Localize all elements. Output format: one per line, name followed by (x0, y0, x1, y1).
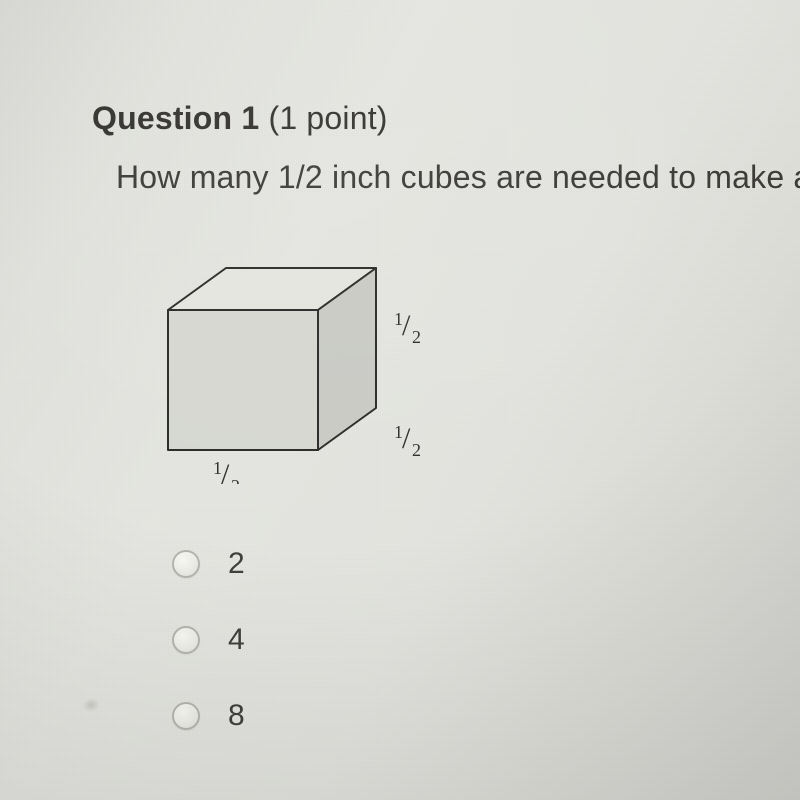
question-prompt: How many 1/2 inch cubes are needed to ma… (116, 159, 800, 196)
radio-button[interactable] (172, 550, 200, 578)
question-points: (1 point) (259, 100, 387, 136)
question-title: Question 1 (1 point) (92, 100, 800, 137)
answer-option[interactable]: 8 (172, 699, 800, 733)
answer-label: 4 (228, 623, 245, 657)
radio-button[interactable] (172, 702, 200, 730)
answer-option[interactable]: 4 (172, 623, 800, 657)
question-number: 1 (241, 100, 259, 136)
question-label-prefix: Question (92, 100, 241, 136)
svg-text:2: 2 (412, 327, 421, 347)
answer-option[interactable]: 2 (172, 547, 800, 581)
answer-label: 2 (228, 547, 245, 581)
svg-text:/: / (221, 458, 230, 484)
answer-list: 2 4 8 (172, 547, 800, 733)
svg-text:2: 2 (412, 440, 421, 460)
radio-button[interactable] (172, 626, 200, 654)
cube-figure: 1/21/21/2 (152, 254, 800, 489)
svg-text:2: 2 (231, 476, 240, 484)
svg-text:/: / (402, 422, 411, 455)
answer-label: 8 (228, 699, 245, 733)
cube-svg: 1/21/21/2 (152, 254, 472, 484)
svg-text:/: / (402, 309, 411, 342)
question-block: Question 1 (1 point) How many 1/2 inch c… (92, 100, 800, 733)
